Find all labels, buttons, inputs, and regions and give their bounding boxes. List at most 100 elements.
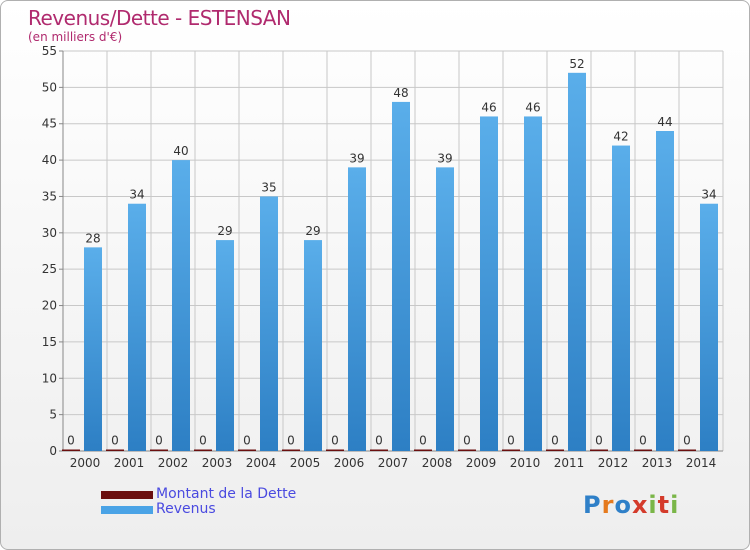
value-label-revenus: 34 bbox=[129, 188, 144, 202]
x-tick-label: 2014 bbox=[686, 456, 717, 470]
x-tick-label: 2009 bbox=[466, 456, 497, 470]
x-tick-label: 2000 bbox=[70, 456, 101, 470]
value-label-dette: 0 bbox=[551, 434, 559, 448]
bar-dette bbox=[106, 449, 124, 451]
x-tick-label: 2008 bbox=[422, 456, 453, 470]
bar-dette bbox=[370, 449, 388, 451]
y-tick-label: 45 bbox=[42, 117, 57, 131]
value-label-revenus: 28 bbox=[85, 231, 100, 245]
x-tick-label: 2002 bbox=[158, 456, 189, 470]
value-label-revenus: 48 bbox=[393, 86, 408, 100]
value-label-revenus: 52 bbox=[569, 57, 584, 71]
bar-revenus bbox=[304, 240, 322, 451]
bar-revenus bbox=[656, 131, 674, 451]
bar-revenus bbox=[700, 203, 718, 451]
bar-dette bbox=[590, 449, 608, 451]
legend-label-dette: Montant de la Dette bbox=[156, 486, 297, 502]
bar-revenus bbox=[84, 247, 102, 451]
bar-revenus bbox=[260, 196, 278, 451]
y-tick-label: 25 bbox=[42, 262, 57, 276]
x-tick-label: 2001 bbox=[114, 456, 145, 470]
value-label-dette: 0 bbox=[199, 434, 207, 448]
logo-letter: x bbox=[631, 491, 649, 519]
legend-swatch-revenus bbox=[101, 506, 153, 514]
logo-letter: i bbox=[670, 491, 680, 519]
bar-revenus bbox=[216, 240, 234, 451]
bar-dette bbox=[150, 449, 168, 451]
value-label-revenus: 44 bbox=[657, 115, 672, 129]
proxiti-logo: Proxiti bbox=[583, 491, 679, 519]
y-tick-label: 0 bbox=[49, 444, 57, 458]
value-label-dette: 0 bbox=[419, 434, 427, 448]
value-label-dette: 0 bbox=[243, 434, 251, 448]
y-tick-label: 15 bbox=[42, 335, 57, 349]
bars bbox=[62, 72, 718, 452]
x-tick-label: 2010 bbox=[510, 456, 541, 470]
value-label-dette: 0 bbox=[375, 434, 383, 448]
value-label-dette: 0 bbox=[507, 434, 515, 448]
y-tick-label: 35 bbox=[42, 189, 57, 203]
y-tick-label: 50 bbox=[42, 80, 57, 94]
logo-letter: i bbox=[648, 491, 658, 519]
bar-dette bbox=[546, 449, 564, 451]
chart-subtitle: (en milliers d'€) bbox=[28, 30, 123, 44]
bar-revenus bbox=[524, 116, 542, 452]
bar-dette bbox=[282, 449, 300, 451]
y-tick-label: 30 bbox=[42, 226, 57, 240]
value-label-dette: 0 bbox=[287, 434, 295, 448]
bar-dette bbox=[194, 449, 212, 451]
bar-dette bbox=[502, 449, 520, 451]
x-tick-label: 2003 bbox=[202, 456, 233, 470]
x-tick-label: 2006 bbox=[334, 456, 365, 470]
y-tick-label: 40 bbox=[42, 153, 57, 167]
logo-letter: r bbox=[601, 491, 615, 519]
bar-revenus bbox=[568, 72, 586, 452]
value-label-dette: 0 bbox=[639, 434, 647, 448]
bar-revenus bbox=[480, 116, 498, 452]
logo-letter: o bbox=[614, 491, 632, 519]
bar-dette bbox=[678, 449, 696, 451]
value-labels: 0 28 0 34 0 40 0 29 0 35 0 29 0 39 0 48 0 39 0 46 0 46 0 52 0 42 0… bbox=[67, 57, 716, 448]
x-tick-label: 2011 bbox=[554, 456, 585, 470]
bar-revenus bbox=[612, 145, 630, 451]
y-tick-label: 10 bbox=[42, 371, 57, 385]
bar-dette bbox=[238, 449, 256, 451]
bar-revenus bbox=[348, 167, 366, 451]
value-label-dette: 0 bbox=[111, 434, 119, 448]
y-tick-label: 5 bbox=[49, 408, 57, 422]
value-label-revenus: 35 bbox=[261, 180, 276, 194]
value-label-revenus: 29 bbox=[217, 224, 232, 238]
x-tick-label: 2004 bbox=[246, 456, 277, 470]
logo-letter: t bbox=[657, 491, 671, 519]
value-label-dette: 0 bbox=[155, 434, 163, 448]
y-tick-label: 55 bbox=[42, 44, 57, 58]
value-label-revenus: 42 bbox=[613, 130, 628, 144]
bar-dette bbox=[326, 449, 344, 451]
x-tick-label: 2012 bbox=[598, 456, 629, 470]
legend-label-revenus: Revenus bbox=[156, 501, 216, 517]
bar-dette bbox=[62, 449, 80, 451]
value-label-dette: 0 bbox=[683, 434, 691, 448]
value-label-revenus: 46 bbox=[525, 100, 540, 114]
value-label-revenus: 40 bbox=[173, 144, 188, 158]
x-tick-label: 2007 bbox=[378, 456, 409, 470]
bar-revenus bbox=[128, 203, 146, 451]
bar-revenus bbox=[172, 160, 190, 451]
value-label-dette: 0 bbox=[331, 434, 339, 448]
bar-revenus bbox=[436, 167, 454, 451]
bar-dette bbox=[634, 449, 652, 451]
x-tick-label: 2013 bbox=[642, 456, 673, 470]
logo-letter: P bbox=[583, 491, 602, 519]
value-label-revenus: 39 bbox=[349, 151, 364, 165]
chart-title: Revenus/Dette - ESTENSAN bbox=[28, 6, 291, 30]
value-label-revenus: 46 bbox=[481, 100, 496, 114]
value-label-revenus: 29 bbox=[305, 224, 320, 238]
bar-dette bbox=[414, 449, 432, 451]
legend-swatch-dette bbox=[101, 491, 153, 499]
bar-revenus bbox=[392, 101, 410, 451]
x-tick-label: 2005 bbox=[290, 456, 321, 470]
value-label-dette: 0 bbox=[463, 434, 471, 448]
value-label-dette: 0 bbox=[595, 434, 603, 448]
